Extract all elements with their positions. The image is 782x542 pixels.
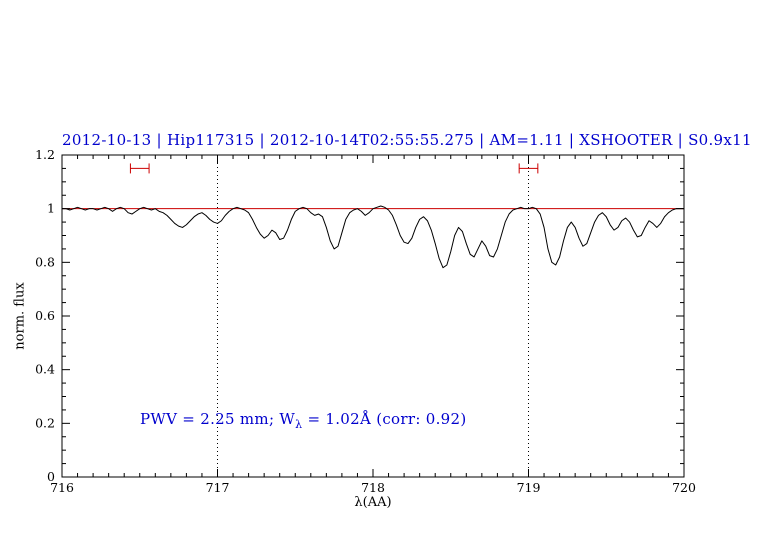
plot-title: 2012-10-13 | Hip117315 | 2012-10-14T02:5… [62,131,752,149]
x-tick-label: 718 [361,480,385,495]
y-tick-label: 1 [47,201,55,216]
x-tick-label: 717 [206,480,230,495]
y-axis-label: norm. flux [12,282,28,350]
pwv-annotation-prefix: PWV = 2.25 mm; W [140,410,296,428]
pwv-annotation: PWV = 2.25 mm; Wλ = 1.02Å (corr: 0.92) [140,410,467,431]
x-tick-label: 720 [672,480,696,495]
x-axis-label: λ(AA) [354,495,392,510]
y-tick-label: 0.6 [35,308,55,323]
y-tick-label: 0.2 [35,415,55,430]
y-tick-label: 0.4 [35,362,55,377]
spectrum-line [62,205,684,269]
y-tick-label: 0 [47,469,55,484]
x-tick-label: 719 [517,480,541,495]
y-tick-label: 1.2 [35,147,55,162]
x-tick-label: 716 [50,480,74,495]
pwv-annotation-subscript: λ [295,418,303,431]
pwv-annotation-suffix: = 1.02Å (corr: 0.92) [302,410,467,428]
y-tick-label: 0.8 [35,254,55,269]
